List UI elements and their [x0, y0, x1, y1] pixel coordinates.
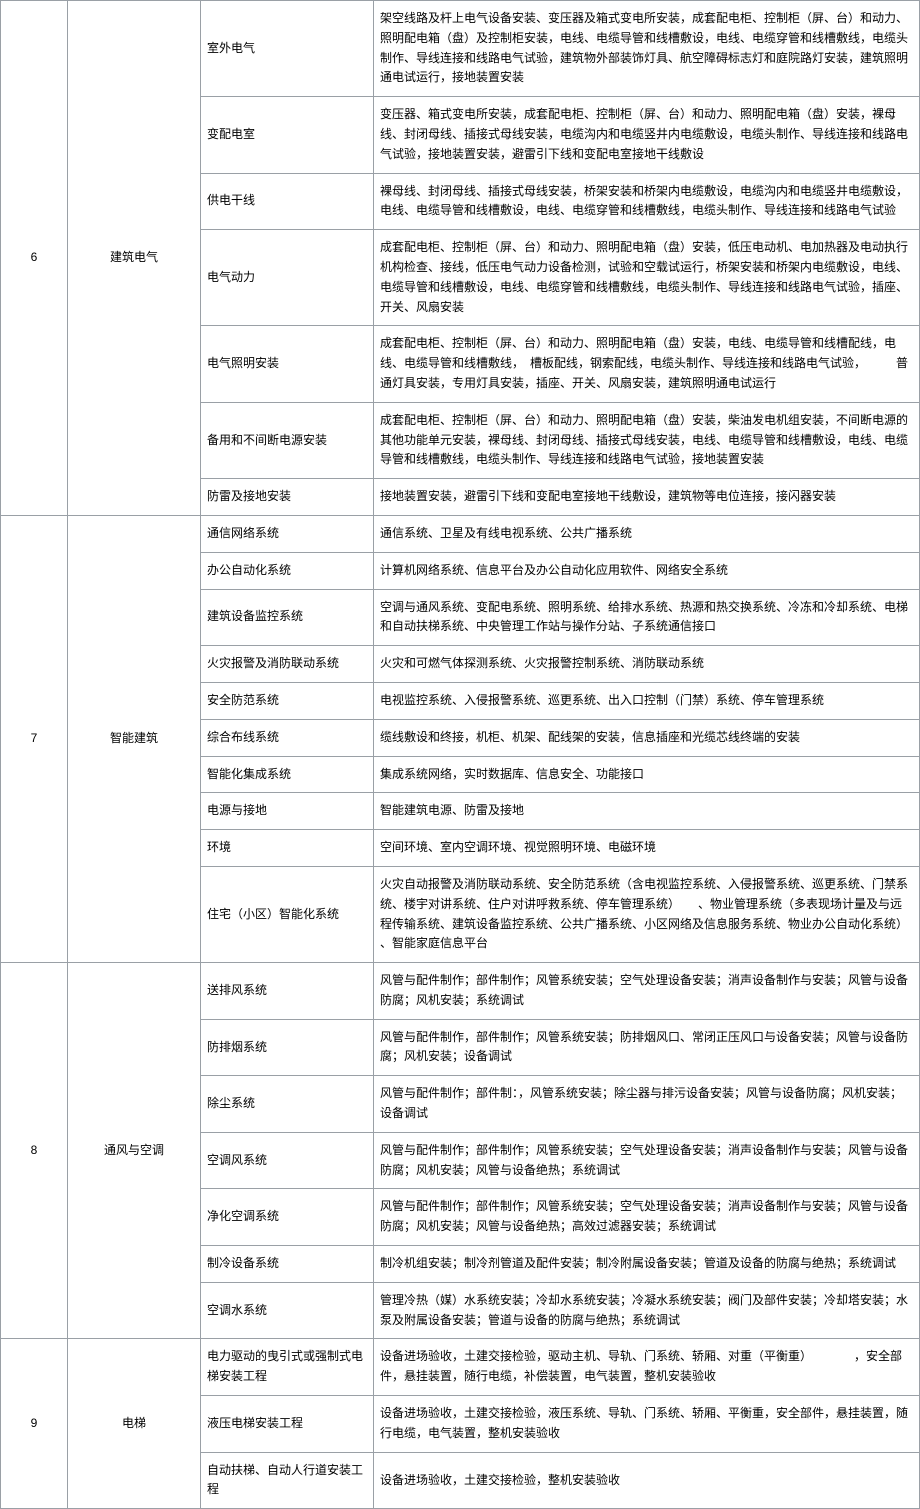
description: 裸母线、封闭母线、插接式母线安装，桥架安装和桥架内电缆敷设，电缆沟内和电缆竖井电… — [374, 173, 920, 230]
sub-item: 安全防范系统 — [201, 682, 374, 719]
sub-item: 空调水系统 — [201, 1282, 374, 1339]
sub-item: 电气照明安装 — [201, 326, 374, 402]
sub-item: 智能化集成系统 — [201, 756, 374, 793]
description: 成套配电柜、控制柜（屏、台）和动力、照明配电箱（盘）安装，柴油发电机组安装，不间… — [374, 402, 920, 478]
sub-item: 办公自动化系统 — [201, 552, 374, 589]
sub-item: 住宅（小区）智能化系统 — [201, 866, 374, 962]
section-category: 电梯 — [68, 1339, 201, 1509]
section-category: 通风与空调 — [68, 963, 201, 1339]
sub-item: 电力驱动的曳引式或强制式电梯安装工程 — [201, 1339, 374, 1396]
sub-item: 空调风系统 — [201, 1132, 374, 1189]
section-category: 建筑电气 — [68, 1, 201, 516]
section-number: 7 — [1, 515, 68, 962]
sub-item: 净化空调系统 — [201, 1189, 374, 1246]
sub-item: 除尘系统 — [201, 1076, 374, 1133]
description: 计算机网络系统、信息平台及办公自动化应用软件、网络安全系统 — [374, 552, 920, 589]
description: 风管与配件制作；部件制作；风管系统安装；空气处理设备安装；消声设备制作与安装；风… — [374, 1132, 920, 1189]
sub-item: 环境 — [201, 830, 374, 867]
description: 缆线敷设和终接，机柜、机架、配线架的安装，信息插座和光缆芯线终端的安装 — [374, 719, 920, 756]
description: 电视监控系统、入侵报警系统、巡更系统、出入口控制（门禁）系统、停车管理系统 — [374, 682, 920, 719]
table-row: 7智能建筑通信网络系统通信系统、卫星及有线电视系统、公共广播系统 — [1, 515, 920, 552]
section-number: 6 — [1, 1, 68, 516]
sub-item: 备用和不间断电源安装 — [201, 402, 374, 478]
description: 空间环境、室内空调环境、视觉照明环境、电磁环境 — [374, 830, 920, 867]
sub-item: 液压电梯安装工程 — [201, 1396, 374, 1453]
description: 管理冷热（媒）水系统安装；冷却水系统安装；冷凝水系统安装；阀门及部件安装；冷却塔… — [374, 1282, 920, 1339]
sub-item: 制冷设备系统 — [201, 1246, 374, 1283]
description: 通信系统、卫星及有线电视系统、公共广播系统 — [374, 515, 920, 552]
description: 制冷机组安装；制冷剂管道及配件安装；制冷附属设备安装；管道及设备的防腐与绝热；系… — [374, 1246, 920, 1283]
description: 架空线路及杆上电气设备安装、变压器及箱式变电所安装，成套配电柜、控制柜（屏、台）… — [374, 1, 920, 97]
description: 风管与配件制作；部件制：，风管系统安装；除尘器与排污设备安装；风管与设备防腐；风… — [374, 1076, 920, 1133]
table-row: 6建筑电气室外电气架空线路及杆上电气设备安装、变压器及箱式变电所安装，成套配电柜… — [1, 1, 920, 97]
description: 火灾自动报警及消防联动系统、安全防范系统（含电视监控系统、入侵报警系统、巡更系统… — [374, 866, 920, 962]
sub-item: 供电干线 — [201, 173, 374, 230]
description: 风管与配件制作；部件制作；风管系统安装；空气处理设备安装；消声设备制作与安装；风… — [374, 1189, 920, 1246]
table-row: 9电梯电力驱动的曳引式或强制式电梯安装工程设备进场验收，土建交接检验，驱动主机、… — [1, 1339, 920, 1396]
table-row: 8通风与空调送排风系统风管与配件制作；部件制作；风管系统安装；空气处理设备安装；… — [1, 963, 920, 1020]
spec-table: 6建筑电气室外电气架空线路及杆上电气设备安装、变压器及箱式变电所安装，成套配电柜… — [0, 0, 920, 1509]
sub-item: 电气动力 — [201, 230, 374, 326]
description: 空调与通风系统、变配电系统、照明系统、给排水系统、热源和热交换系统、冷冻和冷却系… — [374, 589, 920, 646]
sub-item: 防雷及接地安装 — [201, 479, 374, 516]
description: 接地装置安装，避雷引下线和变配电室接地干线敷设，建筑物等电位连接，接闪器安装 — [374, 479, 920, 516]
sub-item: 电源与接地 — [201, 793, 374, 830]
section-number: 8 — [1, 963, 68, 1339]
sub-item: 火灾报警及消防联动系统 — [201, 646, 374, 683]
sub-item: 防排烟系统 — [201, 1019, 374, 1076]
description: 集成系统网络，实时数据库、信息安全、功能接口 — [374, 756, 920, 793]
sub-item: 建筑设备监控系统 — [201, 589, 374, 646]
sub-item: 综合布线系统 — [201, 719, 374, 756]
description: 火灾和可燃气体探测系统、火灾报警控制系统、消防联动系统 — [374, 646, 920, 683]
description: 成套配电柜、控制柜（屏、台）和动力、照明配电箱（盘）安装，低压电动机、电加热器及… — [374, 230, 920, 326]
description: 智能建筑电源、防雷及接地 — [374, 793, 920, 830]
description: 变压器、箱式变电所安装，成套配电柜、控制柜（屏、台）和动力、照明配电箱（盘）安装… — [374, 97, 920, 173]
description: 设备进场验收，土建交接检验，液压系统、导轨、门系统、轿厢、平衡重，安全部件，悬挂… — [374, 1396, 920, 1453]
sub-item: 自动扶梯、自动人行道安装工 程 — [201, 1452, 374, 1509]
description: 风管与配件制作，部件制作；风管系统安装；防排烟风口、常闭正压风口与设备安装；风管… — [374, 1019, 920, 1076]
section-number: 9 — [1, 1339, 68, 1509]
sub-item: 通信网络系统 — [201, 515, 374, 552]
description: 设备进场验收，土建交接检验，驱动主机、导轨、门系统、轿厢、对重（平衡重） ，安全… — [374, 1339, 920, 1396]
description: 风管与配件制作；部件制作；风管系统安装；空气处理设备安装；消声设备制作与安装；风… — [374, 963, 920, 1020]
section-category: 智能建筑 — [68, 515, 201, 962]
spec-table-container: 6建筑电气室外电气架空线路及杆上电气设备安装、变压器及箱式变电所安装，成套配电柜… — [0, 0, 920, 1509]
description: 成套配电柜、控制柜（屏、台）和动力、照明配电箱（盘）安装，电线、电缆导管和线槽配… — [374, 326, 920, 402]
sub-item: 室外电气 — [201, 1, 374, 97]
sub-item: 送排风系统 — [201, 963, 374, 1020]
description: 设备进场验收，土建交接检验，整机安装验收 — [374, 1452, 920, 1509]
sub-item: 变配电室 — [201, 97, 374, 173]
